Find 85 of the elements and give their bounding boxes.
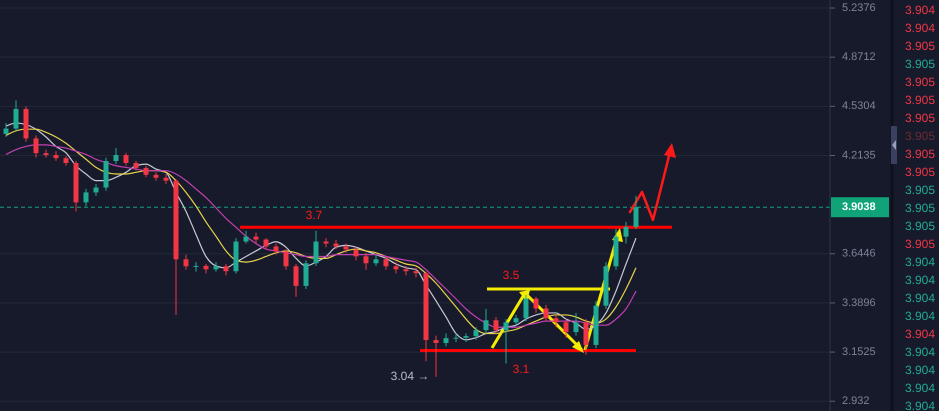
category-label: 3.904	[905, 327, 936, 342]
candlestick	[354, 246, 358, 261]
candlestick	[324, 238, 328, 248]
annotation: 3.5	[502, 268, 520, 282]
candlestick	[484, 308, 488, 334]
annotation: 3.7	[306, 208, 323, 222]
ref-line-label: 3.9038	[842, 201, 876, 214]
candlestick	[334, 239, 338, 250]
candlestick	[284, 248, 288, 270]
category-label: 3.904	[905, 273, 936, 288]
y-tick-label: 3.1525	[842, 346, 876, 358]
candlestick	[304, 260, 308, 290]
category-label: 3.905	[905, 75, 936, 90]
candlestick	[84, 188, 88, 207]
category-label: 3.904	[905, 3, 936, 18]
candlestick	[584, 318, 588, 356]
category-label: 3.905	[905, 183, 936, 198]
candlestick	[434, 335, 438, 378]
candlestick	[144, 165, 148, 178]
candlestick	[444, 333, 448, 347]
candlestick	[194, 262, 198, 272]
category-label: 3.904	[905, 255, 936, 270]
candlestick	[504, 318, 508, 364]
candlestick	[474, 326, 478, 340]
category-label: 3.904	[905, 291, 936, 306]
candlestick	[574, 312, 578, 336]
candlestick	[4, 122, 8, 138]
candlestick	[94, 183, 98, 196]
y-tick-label: 4.8712	[842, 51, 876, 64]
y-tick-label: 3.6446	[842, 248, 876, 260]
candlestick	[554, 314, 558, 328]
candlestick	[564, 318, 568, 338]
category-label: 3.905	[905, 57, 936, 72]
candlestick	[264, 238, 268, 250]
candlestick	[364, 252, 368, 270]
candlestick	[374, 254, 378, 266]
category-label: 3.904	[905, 399, 936, 411]
candlestick	[124, 152, 128, 166]
category-label: 3.904	[905, 381, 936, 396]
candlestick	[114, 148, 118, 165]
category-label: 3.905	[905, 165, 936, 180]
category-label: 3.905	[905, 219, 936, 234]
candlestick	[254, 232, 258, 244]
category-label: 3.904	[905, 21, 936, 36]
annotation: 3.04 →	[390, 369, 430, 384]
y-tick-label: 2.932	[842, 395, 870, 408]
candlestick	[534, 296, 538, 314]
candlestick	[514, 314, 518, 326]
candlestick	[414, 267, 418, 278]
y-tick-label: 5.2376	[842, 2, 876, 14]
candlestick	[204, 264, 208, 274]
candlestick	[34, 134, 38, 158]
category-label: 3.904	[905, 363, 936, 378]
candlestick	[624, 221, 628, 244]
candlestick	[314, 230, 318, 266]
candlestick	[524, 294, 528, 322]
candlestick	[494, 316, 498, 334]
category-label: 3.904	[905, 309, 936, 324]
y-tick-label: 3.3896	[842, 296, 876, 309]
candlestick	[134, 160, 138, 172]
category-label: 3.905	[905, 147, 936, 162]
candlestick	[544, 304, 548, 322]
candlestick	[274, 243, 278, 256]
candlestick	[184, 254, 188, 270]
annotation: 3.1	[512, 362, 530, 376]
candlestick	[54, 150, 58, 162]
candlestick	[294, 264, 298, 298]
y-tick-label: 4.2135	[842, 149, 876, 162]
category-label: 3.905	[905, 129, 936, 144]
category-label: 3.905	[905, 201, 936, 216]
candlestick	[224, 264, 228, 276]
candlestick	[394, 262, 398, 274]
candlestick	[244, 230, 248, 244]
candlestick	[14, 100, 18, 132]
category-label: 3.905	[905, 237, 936, 252]
y-tick-label: 4.5304	[842, 100, 876, 112]
category-label: 3.905	[905, 111, 936, 126]
candlestick	[344, 243, 348, 254]
category-label: 3.905	[905, 39, 936, 54]
category-label: 3.905	[905, 93, 936, 108]
candlestick	[214, 262, 218, 272]
candlestick	[634, 195, 638, 230]
candlestick	[64, 156, 68, 166]
category-label: 3.904	[905, 345, 936, 360]
candlestick	[384, 256, 388, 270]
